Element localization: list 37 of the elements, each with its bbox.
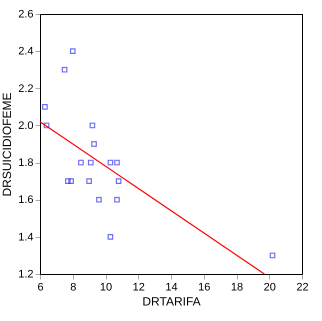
point <box>42 104 48 110</box>
point <box>70 48 76 54</box>
y-tick-label: 1.2 <box>18 268 34 280</box>
y-axis-title: DRSUICIDIOFEME <box>0 92 14 197</box>
x-tick-label: 10 <box>100 282 112 294</box>
x-tick-label: 14 <box>165 282 178 294</box>
point <box>78 160 84 166</box>
y-tick-label: 1.8 <box>18 157 34 170</box>
point <box>91 141 97 147</box>
x-tick-label: 16 <box>198 282 210 294</box>
x-tick-label: 20 <box>264 282 276 294</box>
x-axis-title: DRTARIFA <box>142 294 201 308</box>
point <box>44 122 50 128</box>
point <box>65 178 71 184</box>
x-tick-label: 18 <box>230 282 244 294</box>
point <box>62 66 68 73</box>
x-tick-label: 8 <box>70 282 76 294</box>
x-tick-label: 22 <box>296 282 309 294</box>
point <box>114 160 120 166</box>
point <box>108 234 114 240</box>
point <box>96 196 102 203</box>
point <box>90 122 96 128</box>
point <box>88 160 94 166</box>
point <box>68 178 74 184</box>
x-tick-label: 6 <box>37 282 44 294</box>
y-tick-label: 1.6 <box>18 194 34 206</box>
y-tick-label: 2.4 <box>18 46 34 58</box>
y-tick-label: 2.0 <box>18 120 34 132</box>
y-tick-label: 2.2 <box>18 82 34 95</box>
point <box>114 196 120 203</box>
y-tick-label: 2.6 <box>18 8 34 20</box>
point <box>270 252 276 258</box>
point <box>86 178 92 184</box>
point <box>116 178 122 184</box>
x-tick-label: 12 <box>132 282 145 294</box>
y-tick-label: 1.4 <box>18 231 34 244</box>
point <box>108 160 114 166</box>
